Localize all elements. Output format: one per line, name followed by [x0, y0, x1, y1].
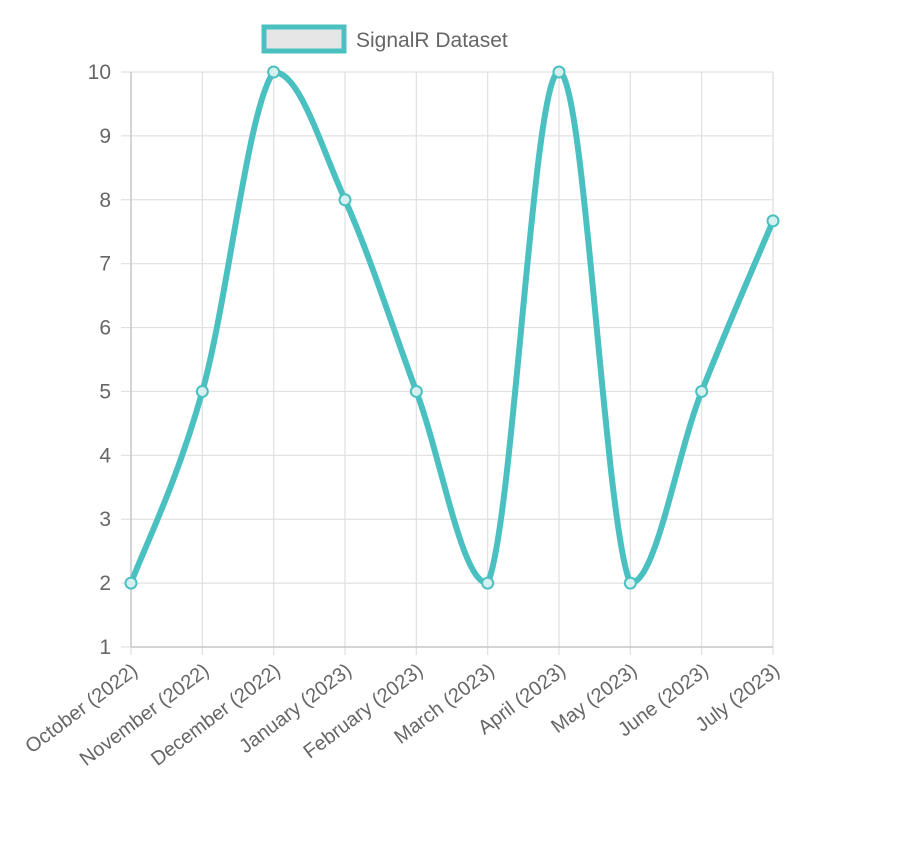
y-tick-label: 5: [99, 380, 111, 403]
data-point[interactable]: [195, 384, 209, 398]
y-tick-label: 4: [99, 444, 111, 467]
y-tick-label: 1: [99, 636, 111, 659]
horizontal-gridlines: [121, 71, 773, 648]
legend-label-signalr-dataset[interactable]: SignalR Dataset: [356, 29, 508, 52]
data-point[interactable]: [338, 193, 352, 207]
y-tick-label: 8: [99, 189, 111, 212]
y-tick-label: 9: [99, 125, 111, 148]
axes: [130, 72, 773, 648]
x-axis-tick-labels: October (2022)November (2022)December (2…: [21, 659, 784, 770]
x-tick-label: November (2022): [76, 659, 214, 770]
data-point[interactable]: [124, 576, 138, 590]
x-tick-label: February (2023): [300, 659, 428, 763]
legend-swatch-signalr-dataset[interactable]: [261, 24, 347, 54]
data-point[interactable]: [623, 576, 637, 590]
y-tick-label: 7: [99, 253, 111, 276]
data-points: [124, 65, 780, 590]
y-axis-tick-labels: 1 2 3 4 5 6 7 8 9 10: [88, 61, 112, 659]
data-point[interactable]: [267, 65, 281, 79]
data-point[interactable]: [695, 384, 709, 398]
legend[interactable]: SignalR Dataset: [261, 24, 508, 54]
y-tick-label: 10: [88, 61, 111, 84]
data-point[interactable]: [409, 384, 423, 398]
y-tick-label: 3: [99, 508, 111, 531]
y-tick-label: 6: [99, 317, 111, 340]
vertical-gridlines: [130, 72, 774, 655]
data-point[interactable]: [552, 65, 566, 79]
data-point[interactable]: [481, 576, 495, 590]
y-tick-label: 2: [99, 572, 111, 595]
x-tick-label: December (2022): [147, 659, 285, 770]
data-point[interactable]: [766, 214, 780, 228]
